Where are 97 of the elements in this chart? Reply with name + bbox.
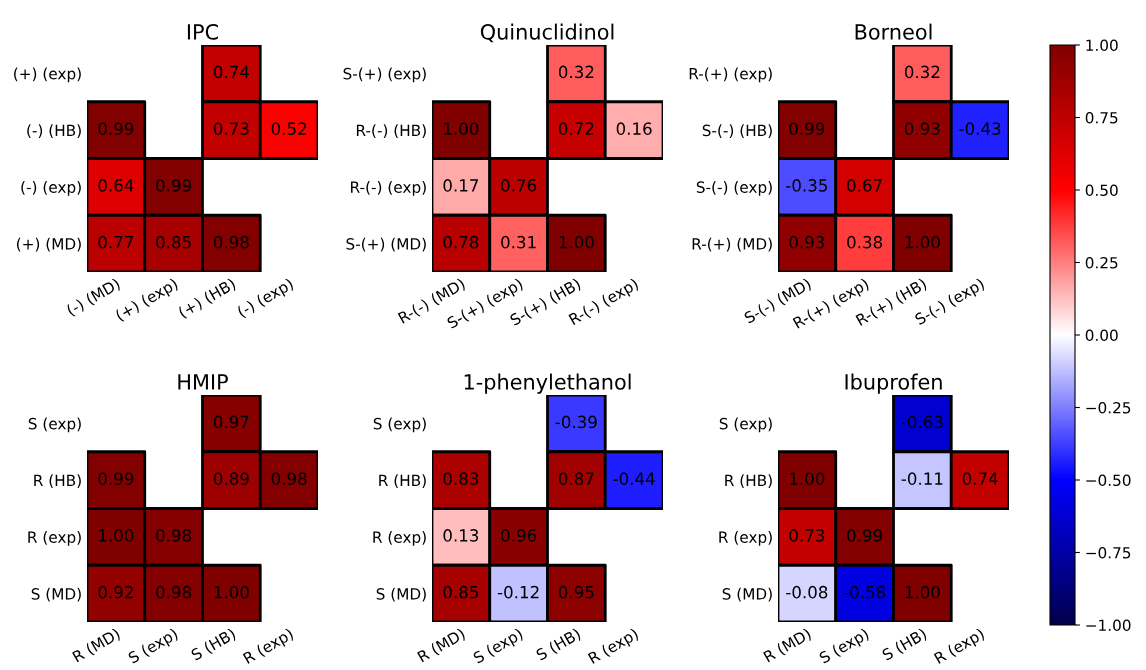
data-label: 0.76: [501, 179, 537, 192]
y-tick-label: (-) (exp): [21, 181, 81, 196]
data-label: 0.17: [443, 179, 479, 192]
y-tick-label: S (MD): [31, 587, 81, 602]
data-label: 0.96: [501, 529, 537, 542]
x-tick-label: S (HB): [535, 627, 583, 663]
y-tick-label: S (exp): [28, 417, 81, 433]
data-label: 0.73: [213, 122, 249, 135]
y-tick-label: R-(-) (HB): [356, 124, 426, 138]
chart-title: Ibuprofen: [845, 373, 942, 394]
data-label: 0.73: [789, 529, 825, 542]
data-label: 0.98: [156, 585, 192, 599]
data-label: 1.00: [99, 529, 134, 542]
data-label: 0.98: [213, 235, 249, 249]
data-label: -0.39: [555, 415, 597, 429]
data-label: -0.08: [786, 585, 828, 599]
data-label: 0.77: [98, 235, 134, 249]
color-bar-label: −0.75: [1086, 546, 1131, 559]
y-tick-label: R (exp): [373, 531, 426, 546]
data-label: 0.99: [789, 122, 825, 135]
y-tick-label: R (HB): [34, 474, 81, 488]
color-bar-label: 1.00: [1086, 39, 1118, 52]
color-bar-label: 0.00: [1085, 329, 1118, 342]
y-tick-label: R (exp): [719, 531, 772, 546]
color-bar-label: 0.50: [1085, 184, 1118, 197]
data-label: 1.00: [905, 585, 940, 599]
data-label: 1.00: [444, 122, 479, 135]
y-tick-label: S (MD): [376, 587, 426, 602]
y-tick-label: S (MD): [722, 587, 772, 602]
y-tick-label: S-(+) (MD): [346, 237, 426, 252]
data-label: 0.78: [443, 235, 479, 249]
data-label: 1.00: [559, 235, 594, 249]
x-tick-label: (+) (HB): [177, 277, 238, 320]
chart-title: IPC: [187, 23, 218, 40]
data-label: 0.74: [213, 65, 249, 79]
color-bar-label: −0.50: [1086, 474, 1131, 487]
data-label: 1.00: [905, 235, 940, 249]
data-label: 0.32: [904, 65, 940, 79]
data-label: 1.00: [790, 472, 825, 485]
data-label: 0.16: [616, 122, 652, 135]
y-tick-label: R-(-) (exp): [351, 181, 426, 196]
data-label: 0.67: [847, 179, 882, 192]
data-label: 0.92: [98, 585, 133, 599]
y-tick-label: (+) (MD): [17, 237, 81, 252]
data-label: 0.93: [904, 122, 940, 135]
chart-title: 1-phenylethanol: [464, 373, 631, 394]
data-label: 0.98: [156, 529, 192, 542]
y-tick-label: S-(-) (HB): [702, 124, 772, 138]
data-label: -0.44: [613, 472, 655, 485]
data-label: 0.13: [443, 529, 479, 542]
data-label: 0.85: [443, 585, 478, 599]
data-label: 0.95: [558, 585, 594, 599]
x-tick-label: S (HB): [881, 627, 929, 663]
y-tick-label: R-(+) (exp): [689, 67, 772, 83]
y-tick-label: (-) (HB): [27, 124, 81, 138]
data-label: 0.99: [847, 529, 883, 542]
data-label: 0.38: [847, 235, 883, 249]
data-label: 0.32: [558, 65, 594, 79]
chart-title: Borneol: [855, 23, 932, 40]
y-tick-label: S-(-) (exp): [696, 181, 772, 196]
chart-title: HMIP: [178, 374, 228, 390]
y-tick-label: R-(+) (MD): [692, 237, 772, 252]
y-tick-label: S (exp): [373, 417, 426, 433]
data-label: 0.89: [213, 472, 249, 485]
color-bar-label: −1.00: [1086, 619, 1131, 632]
color-bar-label: −0.25: [1086, 401, 1131, 414]
data-label: 0.31: [501, 235, 536, 249]
data-label: -0.11: [901, 472, 943, 485]
chart-title: Quinuclidinol: [480, 23, 614, 43]
data-label: -0.58: [843, 585, 886, 599]
data-label: 0.99: [98, 122, 134, 135]
y-tick-label: R (exp): [28, 531, 81, 546]
data-label: 0.74: [962, 472, 998, 485]
y-tick-label: R (HB): [725, 474, 772, 488]
data-label: -0.35: [786, 179, 827, 192]
data-label: 0.87: [558, 472, 594, 485]
y-tick-label: S (exp): [719, 417, 772, 433]
data-label: -0.12: [497, 585, 539, 599]
data-label: 0.93: [789, 235, 825, 249]
y-tick-label: (+) (exp): [14, 67, 81, 83]
data-label: 0.72: [558, 122, 594, 135]
color-bar-label: 0.25: [1085, 256, 1118, 269]
data-label: 0.98: [271, 472, 307, 485]
data-label: 0.99: [156, 179, 192, 192]
y-tick-label: S-(+) (exp): [343, 67, 426, 83]
data-label: 0.64: [98, 179, 134, 192]
data-label: 0.52: [271, 122, 307, 135]
data-label: 0.99: [98, 472, 134, 485]
data-label: -0.63: [901, 415, 943, 429]
data-label: 0.97: [213, 415, 249, 429]
data-label: 0.85: [156, 235, 191, 249]
data-label: -0.43: [959, 122, 1001, 135]
color-bar-label: 0.75: [1085, 111, 1118, 124]
x-tick-label: S (HB): [190, 627, 238, 663]
data-label: 0.83: [443, 472, 479, 485]
y-tick-label: R (HB): [379, 474, 426, 488]
data-label: 1.00: [214, 585, 249, 599]
